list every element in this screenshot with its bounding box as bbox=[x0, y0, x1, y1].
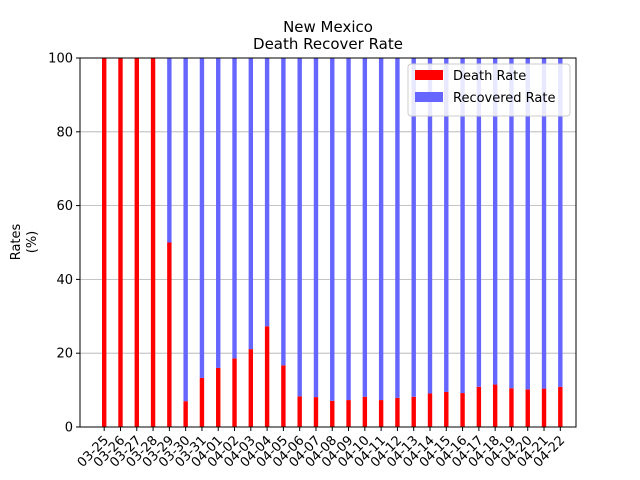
bar-recovered-rate bbox=[297, 58, 302, 397]
plot-frame bbox=[79, 57, 577, 428]
bar-recovered-rate bbox=[558, 58, 563, 387]
bar-recovered-rate bbox=[460, 58, 465, 394]
bar-death-rate bbox=[297, 396, 302, 427]
bar-death-rate bbox=[509, 388, 514, 427]
bar-recovered-rate bbox=[476, 58, 482, 387]
y-tick-label: 80 bbox=[56, 125, 73, 140]
bar-death-rate bbox=[395, 397, 400, 427]
y-tick-label: 40 bbox=[56, 273, 73, 288]
bar-recovered-rate bbox=[509, 58, 514, 389]
bar-death-rate bbox=[427, 393, 433, 427]
bar-recovered-rate bbox=[427, 58, 433, 394]
bar-recovered-rate bbox=[411, 58, 416, 397]
bar-death-rate bbox=[525, 389, 530, 427]
bar-death-rate bbox=[264, 326, 270, 427]
legend: Death Rate Recovered Rate bbox=[407, 63, 571, 117]
bar-recovered-rate bbox=[264, 58, 270, 327]
legend-label-recovered-rate: Recovered Rate bbox=[453, 91, 556, 106]
bar-recovered-rate bbox=[395, 58, 400, 398]
legend-swatch-death-rate bbox=[415, 70, 443, 80]
bar-death-rate bbox=[216, 367, 221, 427]
chart-title: New Mexico bbox=[283, 18, 373, 36]
bar-death-rate bbox=[248, 349, 254, 427]
bar-death-rate bbox=[102, 58, 107, 427]
y-tick-label: 60 bbox=[56, 199, 73, 214]
x-axis: 03-2503-2603-2703-2803-2903-3003-3104-01… bbox=[75, 427, 568, 471]
bar-recovered-rate bbox=[444, 58, 449, 392]
bar-death-rate bbox=[183, 401, 188, 427]
bars bbox=[102, 58, 563, 427]
y-tick-label: 100 bbox=[48, 52, 73, 67]
bar-recovered-rate bbox=[346, 58, 351, 401]
bar-recovered-rate bbox=[199, 58, 205, 378]
bar-death-rate bbox=[558, 386, 563, 427]
chart-subtitle: Death Recover Rate bbox=[253, 35, 403, 53]
y-axis-label-line2: (%) bbox=[25, 231, 40, 254]
y-tick-label: 20 bbox=[56, 347, 73, 362]
legend-swatch-recovered-rate bbox=[415, 92, 443, 102]
bar-death-rate bbox=[118, 58, 123, 427]
bar-death-rate bbox=[134, 58, 139, 427]
bar-recovered-rate bbox=[167, 58, 172, 243]
bar-recovered-rate bbox=[362, 58, 368, 397]
bar-recovered-rate bbox=[330, 58, 335, 401]
bar-death-rate bbox=[492, 384, 498, 427]
bar-recovered-rate bbox=[525, 58, 530, 390]
legend-label-death-rate: Death Rate bbox=[453, 69, 526, 84]
bar-death-rate bbox=[411, 396, 416, 427]
y-tick-label: 0 bbox=[65, 421, 73, 436]
bar-death-rate bbox=[232, 358, 237, 427]
bar-death-rate bbox=[199, 377, 205, 427]
bar-recovered-rate bbox=[248, 58, 254, 350]
legend-box bbox=[407, 63, 571, 117]
bar-death-rate bbox=[167, 242, 172, 427]
bar-recovered-rate bbox=[492, 58, 498, 385]
y-axis-label-line1: Rates bbox=[9, 223, 24, 260]
y-axis: 0 20 40 60 80 100 bbox=[48, 52, 80, 436]
bar-recovered-rate bbox=[281, 58, 286, 366]
bar-death-rate bbox=[378, 400, 384, 427]
bar-recovered-rate bbox=[216, 58, 221, 368]
bar-death-rate bbox=[346, 400, 351, 427]
y-axis-label: Rates (%) bbox=[9, 223, 40, 260]
bar-death-rate bbox=[444, 391, 449, 427]
bar-recovered-rate bbox=[378, 58, 384, 401]
bar-death-rate bbox=[476, 386, 482, 427]
bar-death-rate bbox=[150, 58, 156, 427]
bar-recovered-rate bbox=[313, 58, 319, 398]
bar-death-rate bbox=[541, 388, 547, 427]
bar-death-rate bbox=[281, 365, 286, 427]
bar-death-rate bbox=[460, 393, 465, 427]
bar-death-rate bbox=[313, 397, 319, 427]
bar-recovered-rate bbox=[541, 58, 547, 389]
bar-death-rate bbox=[330, 400, 335, 427]
bar-recovered-rate bbox=[183, 58, 188, 402]
bar-recovered-rate bbox=[232, 58, 237, 359]
bar-death-rate bbox=[362, 396, 368, 427]
